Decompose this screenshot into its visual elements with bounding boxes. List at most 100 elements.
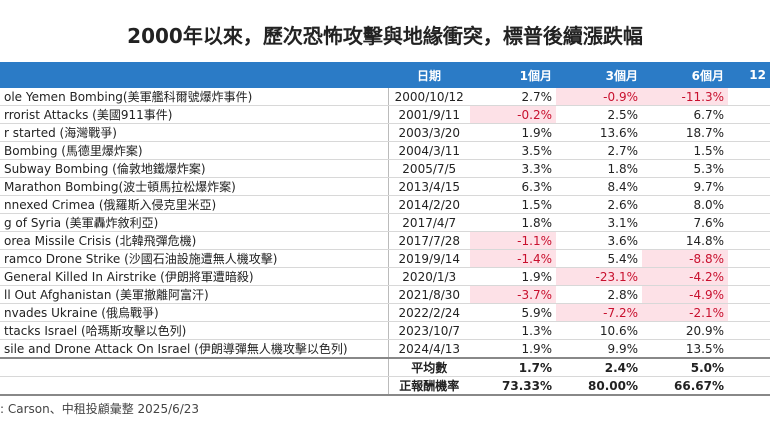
source-note: : Carson、中租投顧彙整 2025/6/23 [0,402,200,416]
cut-cell [728,123,770,142]
summary-value: 73.33% [470,376,556,396]
data-row: nnexed Crimea (俄羅斯入侵克里米亞) 2014/2/20 1.5% 2.… [0,195,770,214]
summary-value: 2.4% [556,357,642,377]
cut-cell [728,376,770,396]
data-row: ttacks Israel (哈瑪斯攻擊以色列) 2023/10/7 1.3% 10.… [0,321,770,340]
cut-cell [728,249,770,268]
return-cell: 10.6% [556,321,642,340]
return-cell: -2.1% [642,303,728,322]
column-header: 日期 [388,62,470,88]
column-header: 3個月 [556,62,642,88]
return-cell: -11.3% [642,88,728,106]
data-row: rrorist Attacks (美國911事件) 2001/9/11 -0.2% 2… [0,105,770,124]
returns-table: 日期 1個月 3個月 6個月 12 ole Yemen Bombing(美軍艦科爾號爆炸… [0,62,770,396]
data-row: orea Missile Crisis (北韓飛彈危機) 2017/7/28 -1.… [0,231,770,250]
cut-cell [728,88,770,106]
data-row: Subway Bombing (倫敦地鐵爆炸案) 2005/7/5 3.3% 1.8%… [0,159,770,178]
return-cell: 2.5% [556,105,642,124]
return-cell: 1.5% [642,141,728,160]
summary-row: 正報酬機率 73.33% 80.00% 66.67% [0,376,770,396]
event-cell: ll Out Afghanistan (美軍撤離阿富汗) [0,285,389,304]
column-header: 1個月 [470,62,556,88]
summary-label: 正報酬機率 [388,376,470,396]
date-cell: 2005/7/5 [388,159,470,178]
event-cell: Subway Bombing (倫敦地鐵爆炸案) [0,159,389,178]
event-cell: nvades Ukraine (俄烏戰爭) [0,303,389,322]
return-cell: 5.9% [470,303,556,322]
event-cell: nnexed Crimea (俄羅斯入侵克里米亞) [0,195,389,214]
cut-cell [728,159,770,178]
return-cell: 8.0% [642,195,728,214]
return-cell: -8.8% [642,249,728,268]
event-cell: Bombing (馬德里爆炸案) [0,141,389,160]
return-cell: 1.8% [556,159,642,178]
event-cell: rrorist Attacks (美國911事件) [0,105,389,124]
date-cell: 2021/8/30 [388,285,470,304]
date-cell: 2003/3/20 [388,123,470,142]
return-cell: 6.7% [642,105,728,124]
cut-cell [728,141,770,160]
cut-cell [728,213,770,232]
return-cell: 1.3% [470,321,556,340]
event-cell: ramco Drone Strike (沙國石油設施遭無人機攻擊) [0,249,389,268]
cut-cell [728,267,770,286]
date-cell: 2023/10/7 [388,321,470,340]
data-row: nvades Ukraine (俄烏戰爭) 2022/2/24 5.9% -7.2% -… [0,303,770,322]
date-cell: 2013/4/15 [388,177,470,196]
return-cell: -4.2% [642,267,728,286]
return-cell: 2.7% [556,141,642,160]
return-cell: 1.9% [470,339,556,359]
return-cell: 20.9% [642,321,728,340]
blank-cell [0,376,389,396]
summary-row: 平均數 1.7% 2.4% 5.0% [0,357,770,377]
return-cell: 3.6% [556,231,642,250]
return-cell: -4.9% [642,285,728,304]
cut-cell [728,357,770,377]
summary-value: 80.00% [556,376,642,396]
cut-cell [728,285,770,304]
data-row: ramco Drone Strike (沙國石油設施遭無人機攻擊) 2019/9/… [0,249,770,268]
event-cell: g of Syria (美軍轟炸敘利亞) [0,213,389,232]
title: 2000年以來，歷次恐怖攻擊與地緣衝突，標普後續漲跌幅 [127,24,643,48]
column-header: 12 [728,62,770,88]
return-cell: 1.8% [470,213,556,232]
cut-cell [728,303,770,322]
return-cell: 7.6% [642,213,728,232]
summary-value: 1.7% [470,357,556,377]
return-cell: 2.7% [470,88,556,106]
date-cell: 2014/2/20 [388,195,470,214]
data-row: g of Syria (美軍轟炸敘利亞) 2017/4/7 1.8% 3.1% 7.6% [0,213,770,232]
date-cell: 2017/4/7 [388,213,470,232]
date-cell: 2020/1/3 [388,267,470,286]
return-cell: -0.2% [470,105,556,124]
date-cell: 2022/2/24 [388,303,470,322]
return-cell: 5.3% [642,159,728,178]
return-cell: 13.6% [556,123,642,142]
event-cell: General Killed In Airstrike (伊朗將軍遭暗殺) [0,267,389,286]
header-cell [0,62,388,88]
cut-cell [728,321,770,340]
return-cell: 14.8% [642,231,728,250]
return-cell: 2.6% [556,195,642,214]
summary-value: 5.0% [642,357,728,377]
cut-cell [728,177,770,196]
return-cell: -1.1% [470,231,556,250]
date-cell: 2001/9/11 [388,105,470,124]
event-cell: sile and Drone Attack On Israel (伊朗導彈無人機… [0,339,389,359]
return-cell: 9.7% [642,177,728,196]
return-cell: 3.5% [470,141,556,160]
data-row: ll Out Afghanistan (美軍撤離阿富汗) 2021/8/30 -3.… [0,285,770,304]
data-row: Bombing (馬德里爆炸案) 2004/3/11 3.5% 2.7% 1.5% [0,141,770,160]
data-row: sile and Drone Attack On Israel (伊朗導彈無人機… [0,339,770,359]
event-cell: Marathon Bombing(波士頓馬拉松爆炸案) [0,177,389,196]
date-cell: 2017/7/28 [388,231,470,250]
cut-cell [728,339,770,359]
return-cell: -3.7% [470,285,556,304]
return-cell: -7.2% [556,303,642,322]
data-row: General Killed In Airstrike (伊朗將軍遭暗殺) 202… [0,267,770,286]
event-cell: ttacks Israel (哈瑪斯攻擊以色列) [0,321,389,340]
return-cell: 1.9% [470,123,556,142]
return-cell: 2.8% [556,285,642,304]
event-cell: orea Missile Crisis (北韓飛彈危機) [0,231,389,250]
